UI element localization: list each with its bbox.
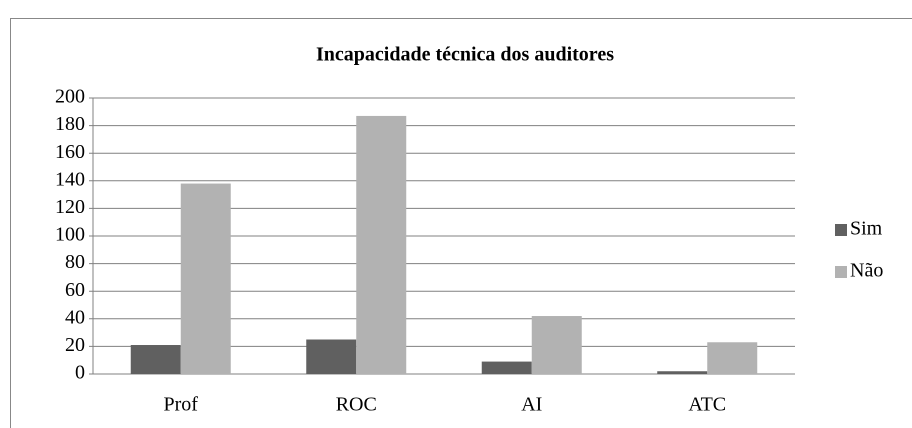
legend-swatch bbox=[835, 224, 847, 236]
y-tick-label: 0 bbox=[75, 362, 85, 384]
bar bbox=[531, 316, 582, 374]
y-tick-label: 80 bbox=[65, 251, 85, 273]
bar bbox=[356, 115, 407, 374]
y-tick-label: 180 bbox=[55, 113, 85, 135]
bar bbox=[481, 361, 532, 374]
y-tick-label: 20 bbox=[65, 334, 85, 356]
y-tick-label: 40 bbox=[65, 306, 85, 328]
x-tick-label: ROC bbox=[336, 394, 377, 416]
legend-label: Não bbox=[850, 260, 883, 282]
x-tick-label: ATC bbox=[688, 394, 726, 416]
bar bbox=[180, 183, 231, 374]
y-tick-label: 120 bbox=[55, 196, 85, 218]
y-tick-label: 200 bbox=[55, 86, 85, 108]
x-tick-label: Prof bbox=[164, 394, 199, 416]
y-tick-label: 100 bbox=[55, 224, 85, 246]
y-tick-label: 60 bbox=[65, 279, 85, 301]
legend-label: Sim bbox=[850, 218, 883, 240]
bar bbox=[306, 339, 357, 374]
bar bbox=[657, 371, 708, 374]
chart-title: Incapacidade técnica dos auditores bbox=[316, 44, 614, 66]
legend-swatch bbox=[835, 266, 847, 278]
chart-frame bbox=[10, 18, 912, 428]
bar bbox=[130, 345, 181, 374]
y-tick-label: 140 bbox=[55, 168, 85, 190]
bar bbox=[707, 342, 758, 374]
y-tick-label: 160 bbox=[55, 141, 85, 163]
x-tick-label: AI bbox=[521, 394, 542, 416]
